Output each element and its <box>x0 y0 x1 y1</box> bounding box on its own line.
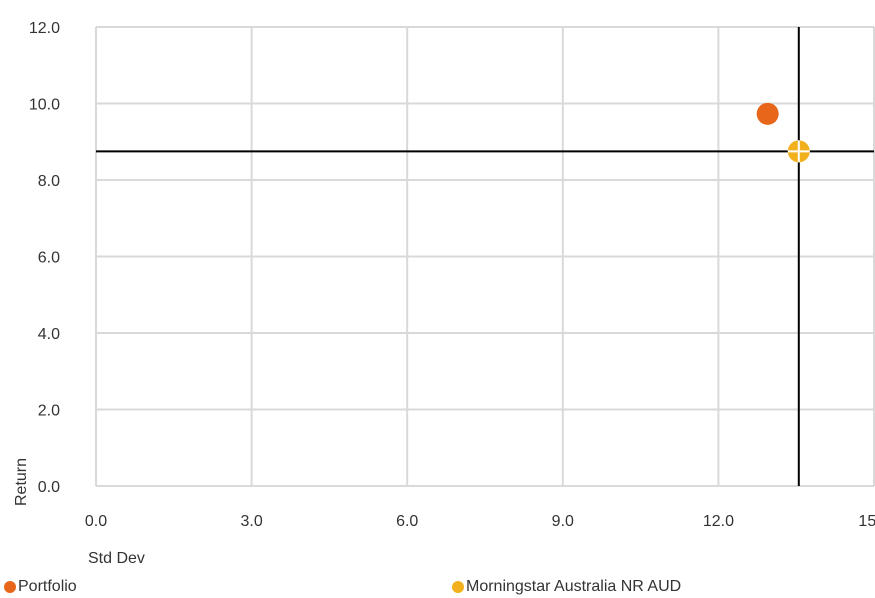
x-tick-label: 3.0 <box>240 513 262 530</box>
legend-label-benchmark: Morningstar Australia NR AUD <box>466 578 682 595</box>
y-tick-label: 0.0 <box>38 479 60 496</box>
y-tick-label: 8.0 <box>38 173 60 190</box>
grid-lines <box>95 26 875 487</box>
y-tick-label: 12.0 <box>29 20 60 37</box>
y-tick-label: 6.0 <box>38 250 60 267</box>
x-tick-label: 6.0 <box>396 513 418 530</box>
x-tick-label: 15.0 <box>858 513 875 530</box>
y-tick-label: 2.0 <box>38 403 60 420</box>
x-tick-label: 12.0 <box>703 513 734 530</box>
reference-lines <box>96 27 874 486</box>
x-tick-label: 9.0 <box>552 513 574 530</box>
x-axis-title: Std Dev <box>88 550 145 567</box>
legend-marker-benchmark <box>452 581 464 593</box>
y-axis-ticks: 0.0 2.0 4.0 6.0 8.0 10.0 12.0 <box>29 20 60 496</box>
data-points <box>756 102 810 163</box>
legend-item-benchmark: Morningstar Australia NR AUD <box>452 578 681 596</box>
y-tick-label: 4.0 <box>38 326 60 343</box>
legend-item-portfolio: Portfolio <box>4 578 77 596</box>
x-axis-ticks: 0.0 3.0 6.0 9.0 12.0 15.0 <box>85 513 875 530</box>
legend-label-portfolio: Portfolio <box>18 578 77 595</box>
legend-marker-portfolio <box>4 581 16 593</box>
x-tick-label: 0.0 <box>85 513 107 530</box>
y-axis-title: Return <box>13 458 30 506</box>
y-tick-label: 10.0 <box>29 97 60 114</box>
portfolio-point <box>756 102 779 125</box>
